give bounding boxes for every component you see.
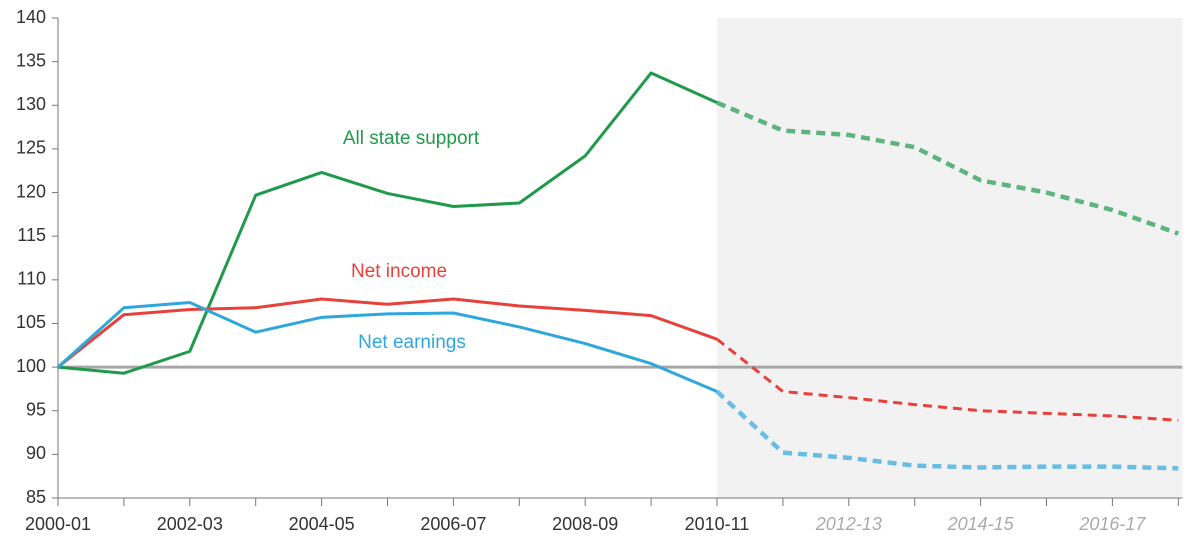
series-line-forecast bbox=[716, 100, 1180, 236]
series-label: Net earnings bbox=[358, 332, 466, 353]
series-label: All state support bbox=[343, 128, 480, 149]
x-tick-label: 2014-15 bbox=[947, 514, 1015, 534]
series-line bbox=[56, 301, 718, 393]
x-tick-label: 2016-17 bbox=[1078, 514, 1146, 534]
y-tick-label: 100 bbox=[16, 356, 46, 376]
y-tick-label: 120 bbox=[16, 181, 46, 201]
y-tick-label: 135 bbox=[16, 50, 46, 70]
y-tick-label: 115 bbox=[17, 225, 46, 245]
y-tick-label: 90 bbox=[26, 443, 46, 463]
series-line-forecast bbox=[715, 389, 1179, 471]
y-tick-label: 105 bbox=[16, 312, 46, 332]
x-tick-label: 2002-03 bbox=[157, 514, 223, 534]
series-line bbox=[57, 71, 718, 375]
y-tick-label: 140 bbox=[16, 7, 46, 27]
x-tick-label: 2004-05 bbox=[289, 514, 355, 534]
x-tick-label: 2012-13 bbox=[815, 514, 882, 534]
y-tick-label: 110 bbox=[17, 269, 46, 289]
x-tick-label: 2008-09 bbox=[552, 514, 618, 534]
x-tick-label: 2010-11 bbox=[685, 514, 750, 534]
y-tick-label: 130 bbox=[16, 94, 46, 114]
y-tick-label: 125 bbox=[16, 138, 46, 158]
forecast-region bbox=[717, 18, 1183, 498]
series-line-forecast bbox=[716, 337, 1179, 422]
y-tick-label: 95 bbox=[26, 399, 46, 419]
series-label: Net income bbox=[351, 261, 447, 282]
series-line bbox=[57, 297, 718, 369]
x-tick-label: 2000-01 bbox=[25, 514, 91, 534]
y-tick-label: 85 bbox=[26, 487, 46, 507]
x-tick-label: 2006-07 bbox=[420, 514, 486, 534]
